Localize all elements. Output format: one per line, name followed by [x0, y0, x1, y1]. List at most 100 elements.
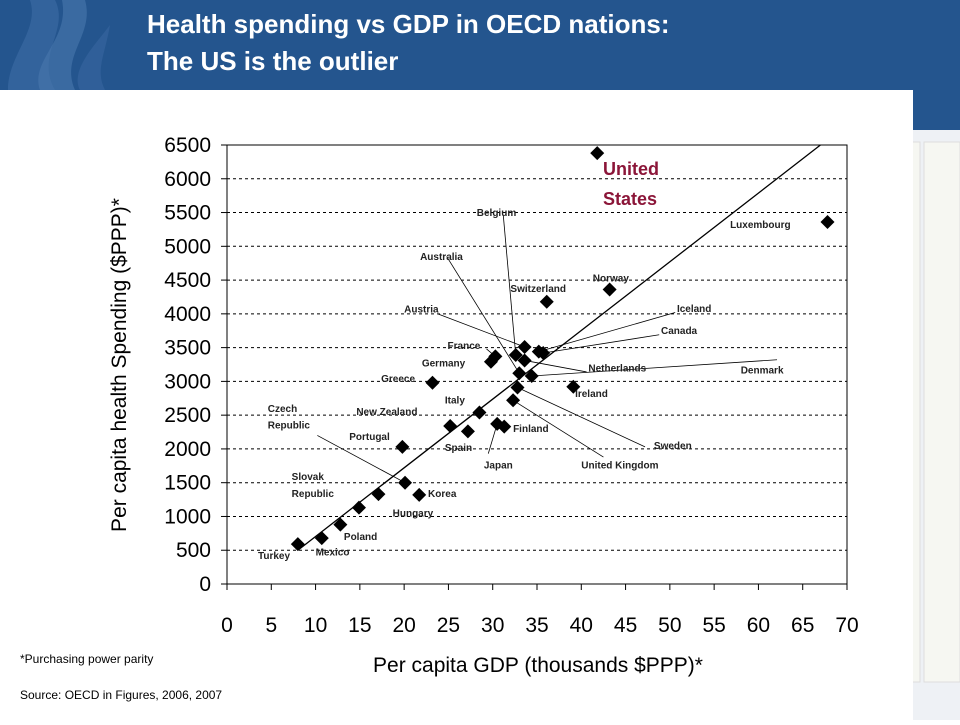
- data-point-norway: [602, 282, 617, 297]
- country-label: Belgium: [477, 208, 517, 219]
- country-label: Slovak: [292, 472, 325, 483]
- y-tick-label: 0: [199, 573, 211, 596]
- country-label: Canada: [661, 326, 698, 337]
- country-label: Austria: [404, 304, 439, 315]
- data-point-new-zealand: [443, 418, 458, 433]
- country-label: Spain: [445, 443, 472, 454]
- x-tick-label: 25: [437, 614, 460, 637]
- country-label: Mexico: [316, 548, 350, 559]
- data-point-austria: [517, 339, 532, 354]
- leader-line: [538, 312, 676, 353]
- data-point-portugal: [395, 439, 410, 454]
- country-label: Hungary: [393, 508, 434, 519]
- data-point-slovak-republic: [351, 500, 366, 515]
- country-label: Luxembourg: [730, 220, 791, 231]
- y-tick-label: 1000: [164, 505, 211, 528]
- y-tick-label: 4000: [164, 303, 211, 326]
- country-label: Italy: [445, 396, 465, 407]
- data-point-sweden: [510, 380, 525, 395]
- us-label-line1: United: [603, 159, 659, 179]
- country-label: Germany: [422, 359, 466, 370]
- y-tick-label: 500: [176, 539, 211, 562]
- data-point-united-kingdom: [506, 393, 521, 408]
- country-label: Sweden: [654, 441, 692, 452]
- leader-line: [437, 313, 525, 348]
- country-label: Korea: [428, 489, 457, 500]
- data-point-iceland: [531, 344, 546, 359]
- chart-area: [0, 90, 913, 720]
- data-point-belgium: [508, 348, 523, 363]
- y-tick-label: 3000: [164, 370, 211, 393]
- data-point-mexico: [314, 531, 329, 546]
- plot-frame: [226, 144, 848, 585]
- country-label: Republic: [292, 489, 335, 500]
- x-tick-label: 5: [265, 614, 277, 637]
- country-label: Norway: [593, 273, 630, 284]
- country-label: Netherlands: [588, 363, 646, 374]
- x-tick-label: 50: [658, 614, 681, 637]
- label-leader-lines: [317, 215, 778, 484]
- page-title-line2: The US is the outlier: [147, 46, 399, 76]
- leader-line: [317, 435, 406, 484]
- x-axis-label: Per capita GDP (thousands $PPP)*: [373, 654, 703, 677]
- y-tick-label: 2500: [164, 404, 211, 427]
- data-point-greece: [425, 375, 440, 390]
- country-label: Denmark: [741, 365, 784, 376]
- y-axis-label: Per capita health Spending ($PPP)*: [108, 198, 131, 532]
- data-point-luxembourg: [820, 214, 835, 229]
- x-tick-label: 30: [481, 614, 504, 637]
- data-point-france: [488, 349, 503, 364]
- x-tick-label: 35: [525, 614, 548, 637]
- y-tick-label: 2000: [164, 438, 211, 461]
- x-tick-label: 20: [392, 614, 415, 637]
- data-point-hungary: [371, 487, 386, 502]
- y-tick-label: 5000: [164, 235, 211, 258]
- country-label: Poland: [344, 532, 377, 543]
- country-label: Czech: [268, 404, 297, 415]
- country-labels: Turkey Mexico Poland Slovak Republic Hungary K…: [258, 208, 791, 562]
- footnote: *Purchasing power parity: [20, 652, 154, 666]
- x-tick-label: 70: [835, 614, 858, 637]
- flame-logo-icon: [8, 0, 110, 90]
- leader-line: [502, 215, 517, 356]
- leader-line: [531, 359, 778, 377]
- x-tick-label: 40: [570, 614, 593, 637]
- header-bar: Health spending vs GDP in OECD nations: …: [0, 0, 960, 90]
- trend-line: [297, 144, 821, 551]
- x-tick-label: 45: [614, 614, 637, 637]
- us-label-line2: States: [603, 189, 657, 209]
- data-point-united-states: [590, 146, 605, 161]
- country-label: France: [448, 341, 481, 352]
- country-label: Turkey: [258, 551, 290, 562]
- data-point-switzerland: [539, 294, 554, 309]
- leader-line: [512, 399, 604, 458]
- data-points: [290, 146, 835, 552]
- data-point-korea: [412, 487, 427, 502]
- x-tick-label: 0: [221, 614, 233, 637]
- x-tick-label: 15: [348, 614, 371, 637]
- trend-line-segment: [297, 144, 821, 551]
- y-tick-label: 6500: [164, 134, 211, 157]
- country-label: Ireland: [575, 389, 608, 400]
- country-label: Switzerland: [510, 284, 566, 295]
- country-label: Republic: [268, 421, 311, 432]
- data-point-netherlands: [517, 353, 532, 368]
- country-label: New Zealand: [356, 407, 417, 418]
- country-label: Greece: [381, 374, 415, 385]
- leader-line: [524, 360, 587, 373]
- y-tick-label: 4500: [164, 269, 211, 292]
- data-point-turkey: [290, 537, 305, 552]
- country-label: United Kingdom: [581, 461, 658, 472]
- y-tick-label: 6000: [164, 168, 211, 191]
- data-point-denmark: [524, 368, 539, 383]
- x-tick-label: 60: [747, 614, 770, 637]
- country-label: Iceland: [677, 304, 711, 315]
- leader-line: [543, 334, 660, 354]
- leader-line: [517, 387, 646, 448]
- data-point-finland: [497, 419, 512, 434]
- data-point-italy: [472, 405, 487, 420]
- y-tick-label: 5500: [164, 202, 211, 225]
- leader-line: [446, 256, 520, 374]
- data-point-australia: [512, 366, 527, 381]
